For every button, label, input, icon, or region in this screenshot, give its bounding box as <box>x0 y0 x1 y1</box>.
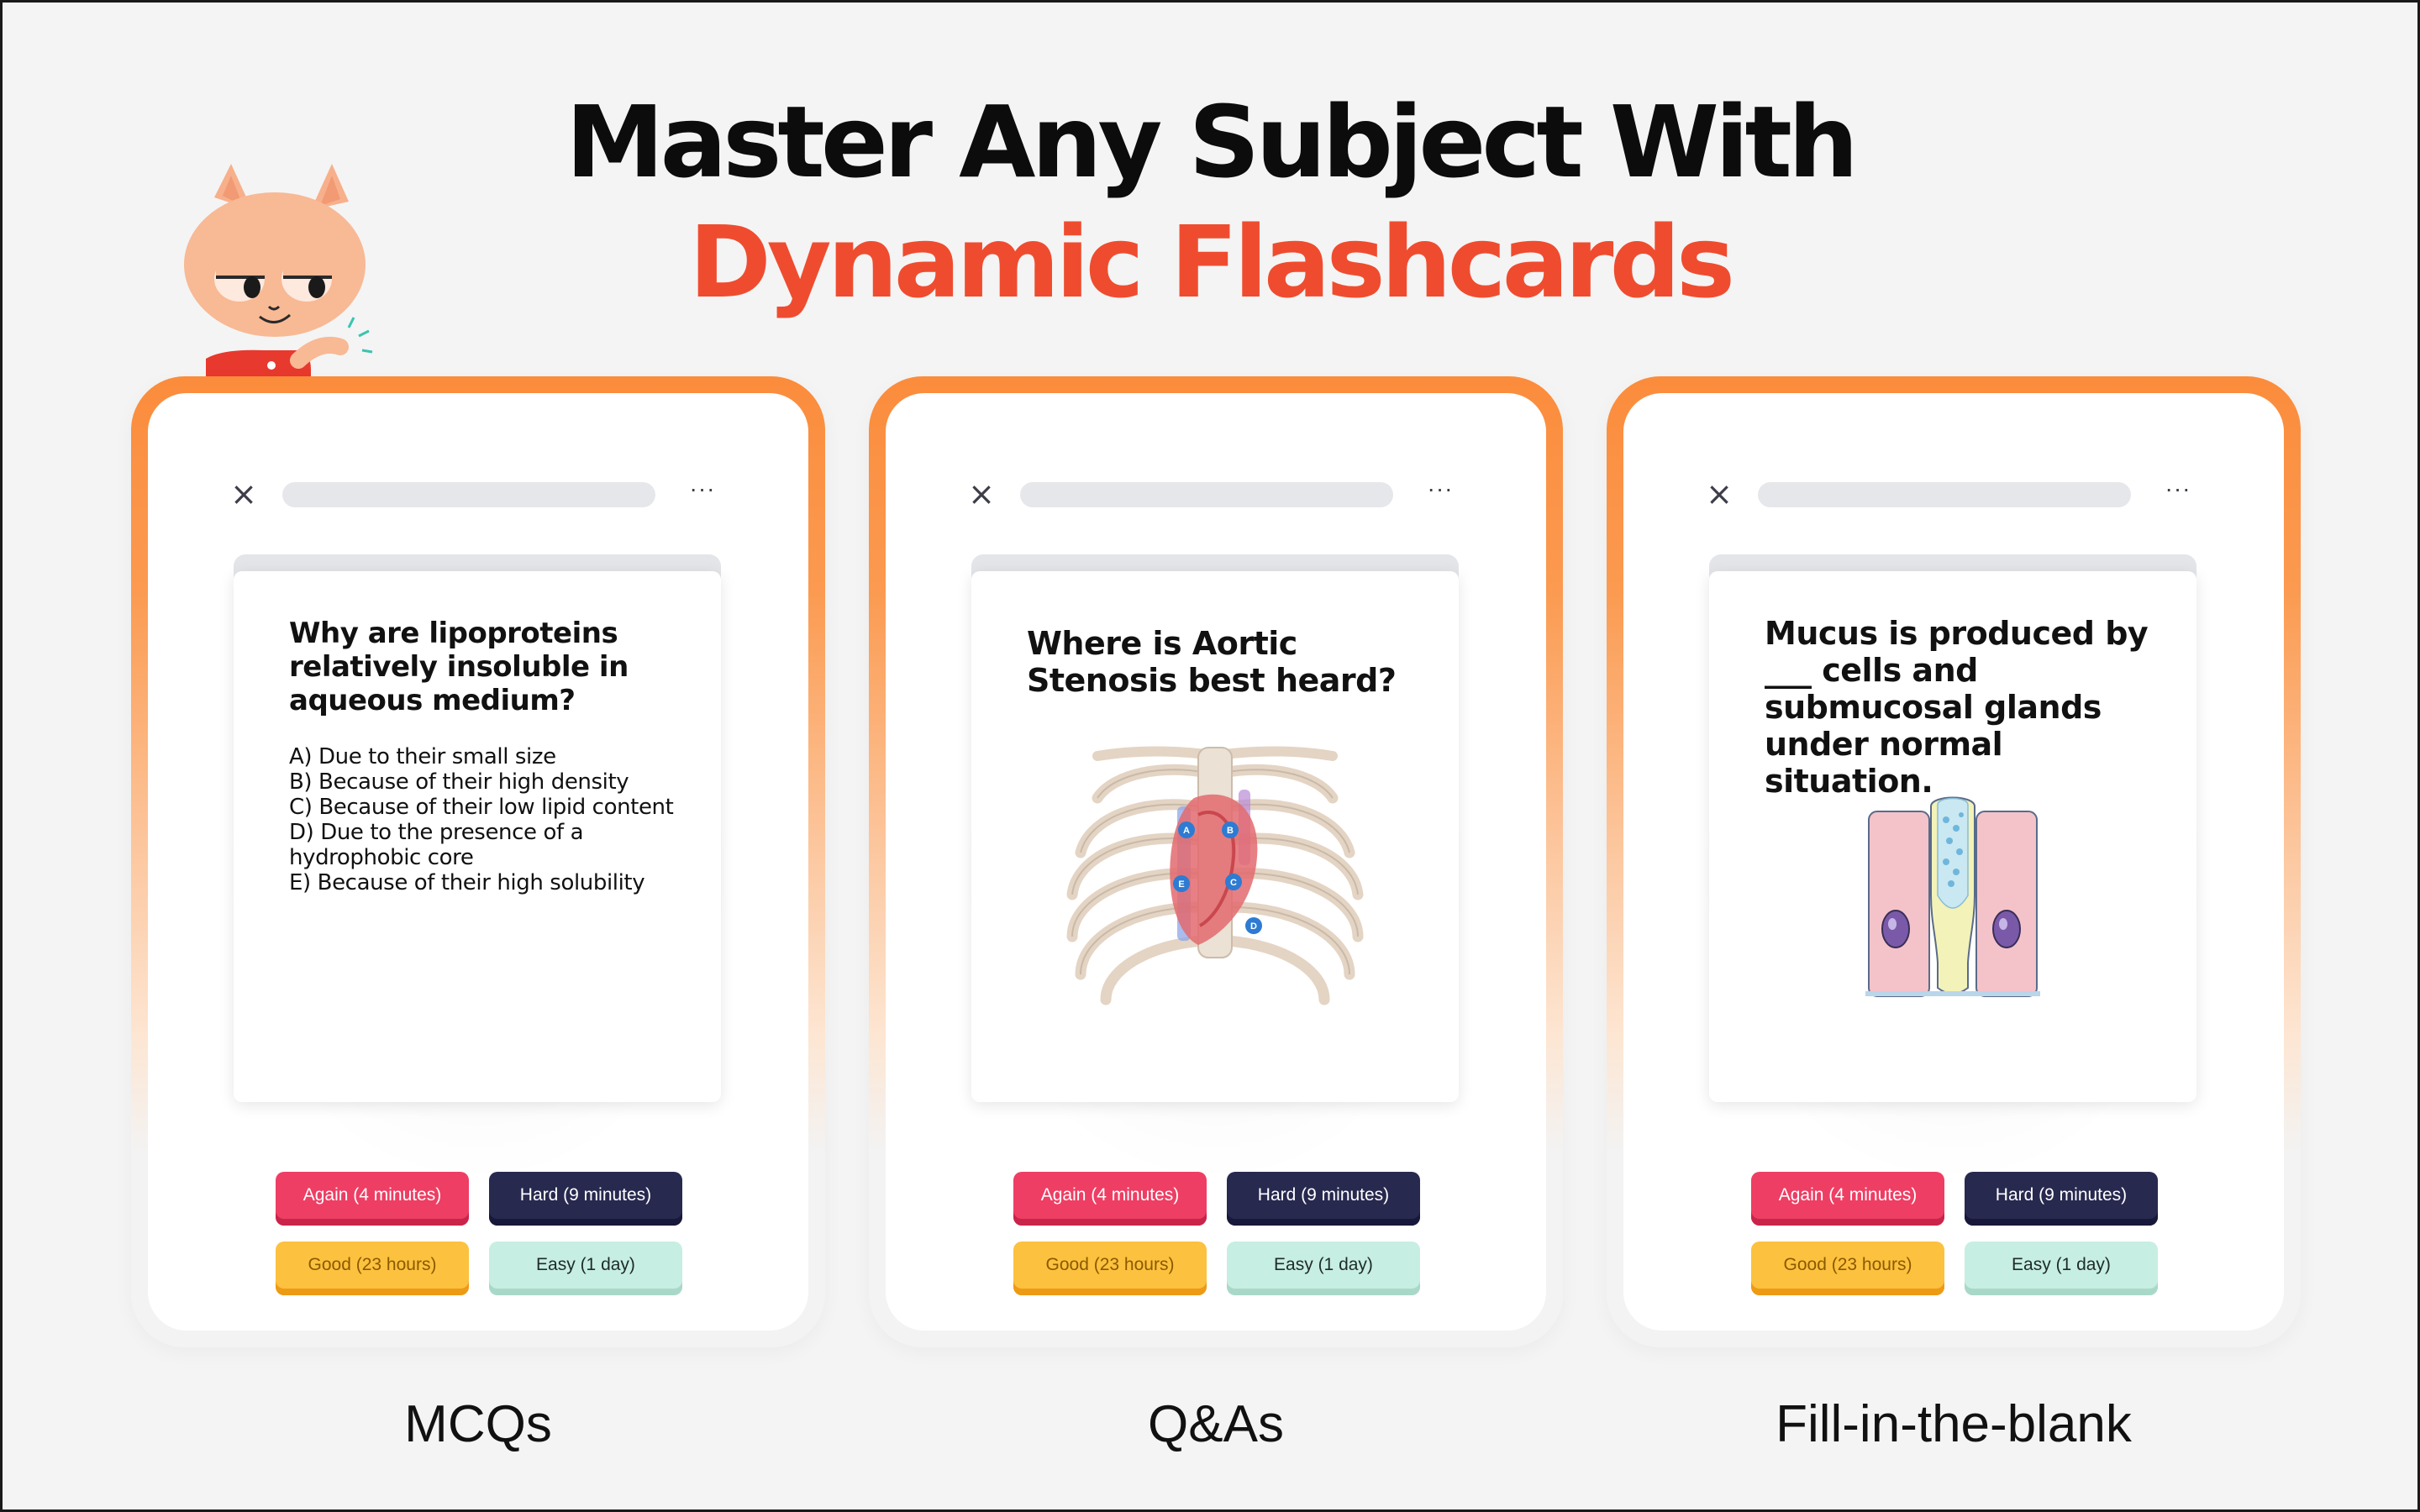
svg-text:C: C <box>1230 878 1237 888</box>
progress-bar <box>1758 482 2131 507</box>
answer-options: A) Due to their small size B) Because of… <box>289 744 709 895</box>
mcq-card-panel: × ··· Why are lipoproteins relatively in… <box>148 393 808 1331</box>
cat-mascot-icon <box>184 164 373 382</box>
flashcard[interactable]: Where is Aortic Stenosis best heard? <box>971 571 1459 1102</box>
hard-button[interactable]: Hard (9 minutes) <box>489 1172 682 1226</box>
good-button[interactable]: Good (23 hours) <box>276 1242 469 1295</box>
headline: Master Any Subject With Dynamic Flashcar… <box>0 92 2420 312</box>
progress-bar <box>1020 482 1393 507</box>
flashcard[interactable]: Mucus is produced by ___ cells and submu… <box>1709 571 2196 1102</box>
caption-fill-in-the-blank: Fill-in-the-blank <box>1776 1395 2132 1453</box>
svg-text:E: E <box>1178 879 1184 890</box>
option-d[interactable]: D) Due to the presence of a hydrophobic … <box>289 820 584 870</box>
goblet-cell-illustration <box>1865 796 2040 997</box>
option-b[interactable]: B) Because of their high density <box>289 769 629 795</box>
good-button[interactable]: Good (23 hours) <box>1751 1242 1944 1295</box>
more-dots-icon[interactable]: ··· <box>689 475 716 501</box>
easy-button[interactable]: Easy (1 day) <box>489 1242 682 1295</box>
close-icon[interactable]: × <box>230 475 257 512</box>
caption-qas: Q&As <box>1148 1395 1284 1453</box>
headline-line1: Master Any Subject With <box>566 84 1859 200</box>
easy-button[interactable]: Easy (1 day) <box>1227 1242 1420 1295</box>
easy-button[interactable]: Easy (1 day) <box>1965 1242 2158 1295</box>
again-button[interactable]: Again (4 minutes) <box>1013 1172 1207 1226</box>
more-dots-icon[interactable]: ··· <box>2165 475 2191 501</box>
option-c[interactable]: C) Because of their low lipid content <box>289 795 674 820</box>
flashcard[interactable]: Why are lipoproteins relatively insolubl… <box>234 571 721 1102</box>
hard-button[interactable]: Hard (9 minutes) <box>1965 1172 2158 1226</box>
option-e[interactable]: E) Because of their high solubility <box>289 870 645 895</box>
mcq-card: × ··· Why are lipoproteins relatively in… <box>131 376 825 1347</box>
qa-card: × ··· Where is Aortic Stenosis best hear… <box>869 376 1563 1347</box>
question-text: Why are lipoproteins relatively insolubl… <box>289 617 629 717</box>
headline-line2: Dynamic Flashcards <box>688 204 1735 320</box>
caption-mcqs: MCQs <box>404 1395 552 1453</box>
ribcage-heart-illustration: A B E C D <box>1066 746 1364 1005</box>
svg-text:A: A <box>1183 826 1190 836</box>
question-text: Where is Aortic Stenosis best heard? <box>1027 625 1397 699</box>
again-button[interactable]: Again (4 minutes) <box>1751 1172 1944 1226</box>
option-a[interactable]: A) Due to their small size <box>289 744 556 769</box>
svg-text:B: B <box>1227 826 1234 836</box>
good-button[interactable]: Good (23 hours) <box>1013 1242 1207 1295</box>
close-icon[interactable]: × <box>968 475 995 512</box>
progress-bar <box>282 482 655 507</box>
more-dots-icon[interactable]: ··· <box>1427 475 1454 501</box>
close-icon[interactable]: × <box>1706 475 1733 512</box>
again-button[interactable]: Again (4 minutes) <box>276 1172 469 1226</box>
hard-button[interactable]: Hard (9 minutes) <box>1227 1172 1420 1226</box>
fill-blank-card: × ··· Mucus is produced by ___ cells and… <box>1607 376 2301 1347</box>
svg-text:D: D <box>1250 921 1257 932</box>
question-text: Mucus is produced by ___ cells and submu… <box>1765 615 2149 800</box>
qa-card-panel: × ··· Where is Aortic Stenosis best hear… <box>886 393 1546 1331</box>
fill-blank-card-panel: × ··· Mucus is produced by ___ cells and… <box>1623 393 2284 1331</box>
